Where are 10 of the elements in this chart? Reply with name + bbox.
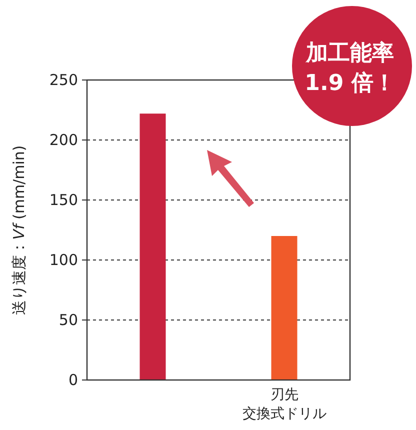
y-tick-label: 250 [49, 71, 78, 89]
y-tick-label: 200 [49, 131, 78, 149]
x-tick-label: 刃先交換式ドリル [242, 387, 326, 422]
y-tick-label: 50 [58, 311, 78, 329]
y-tick-label: 150 [49, 191, 78, 209]
text: 加工能率 [305, 40, 394, 66]
y-axis-title: 送り速度：Vf (mm/min) [10, 145, 28, 315]
y-tick-label: 0 [68, 371, 78, 389]
y-tick-label: 100 [49, 251, 78, 269]
annotation: 1.9 倍！ [304, 71, 396, 96]
